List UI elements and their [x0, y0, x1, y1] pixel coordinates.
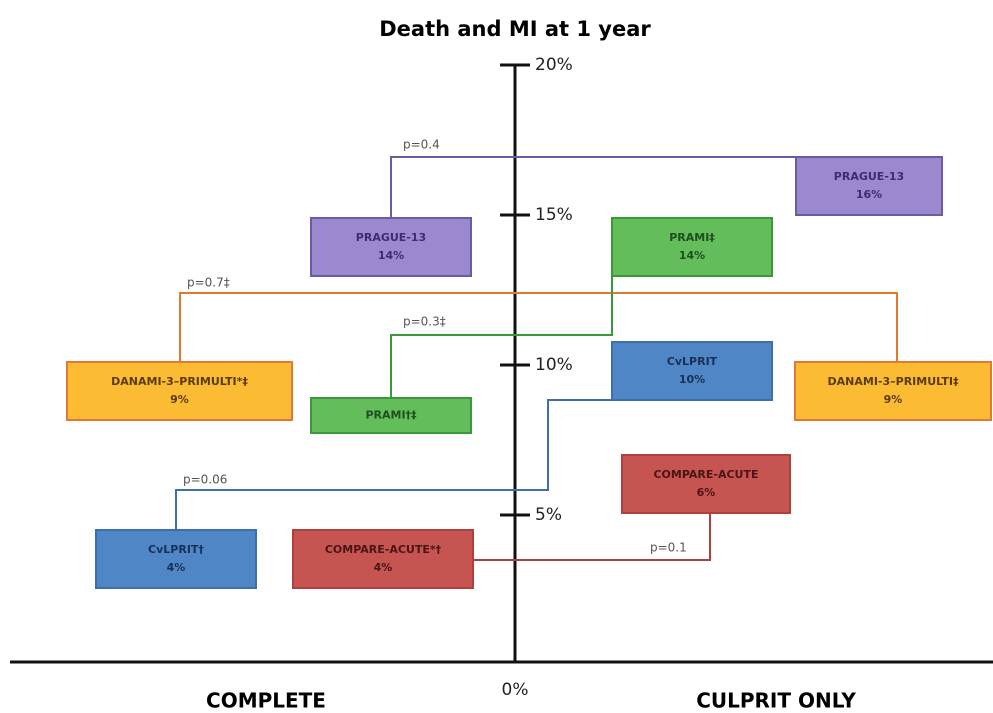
trial-box: [66, 361, 293, 421]
tick-label: 15%: [535, 205, 573, 225]
trial-value: 6%: [697, 486, 716, 499]
trial-box: [611, 341, 773, 401]
tick-label: 5%: [535, 505, 562, 525]
tick-label: 10%: [535, 355, 573, 375]
trial-value: 9%: [170, 393, 189, 406]
p-value: p=0.3‡: [403, 315, 446, 329]
trial-box: [794, 361, 992, 421]
trial-value: 4%: [167, 561, 186, 574]
trial-name: COMPARE-ACUTE: [653, 468, 758, 481]
trial-value: 4%: [374, 561, 393, 574]
trial-name: CvLPRIT†: [148, 543, 204, 556]
trial-name: DANAMI-3–PRIMULTI‡: [828, 375, 959, 388]
trial-value: 9%: [884, 393, 903, 406]
connector: [473, 513, 711, 561]
group-label: COMPLETE: [206, 689, 326, 713]
title: Death and MI at 1 year: [379, 17, 651, 41]
connector: [175, 399, 612, 530]
trial-box: [621, 454, 791, 514]
trial-name: PRAGUE-13: [356, 231, 426, 244]
p-value: p=0.7‡: [187, 276, 230, 290]
p-value: p=0.06: [183, 473, 227, 487]
tick-label: 20%: [535, 55, 573, 75]
trial-box: [795, 156, 943, 216]
trial-value: 14%: [679, 249, 705, 262]
trial-name: CvLPRIT: [667, 355, 718, 368]
trial-value: 14%: [378, 249, 404, 262]
trial-name: COMPARE-ACUTE*†: [325, 543, 442, 556]
trial-box: [310, 217, 472, 277]
tick-label: 0%: [502, 680, 529, 700]
p-value: p=0.1: [650, 541, 687, 555]
connector: [390, 276, 613, 398]
trial-value: 16%: [856, 188, 882, 201]
trial-name: PRAMI†‡: [365, 409, 417, 422]
trial-box: [310, 397, 472, 434]
connector: [390, 156, 796, 218]
trial-value: 10%: [679, 373, 705, 386]
p-value: p=0.4: [403, 138, 440, 152]
trial-box: [292, 529, 474, 589]
trial-box: [95, 529, 257, 589]
trial-box: [611, 217, 773, 277]
group-label: CULPRIT ONLY: [696, 689, 856, 713]
trial-name: DANAMI-3–PRIMULTI*‡: [111, 375, 248, 388]
trial-name: PRAMI‡: [669, 231, 715, 244]
connector: [179, 292, 898, 362]
trial-name: PRAGUE-13: [834, 170, 904, 183]
